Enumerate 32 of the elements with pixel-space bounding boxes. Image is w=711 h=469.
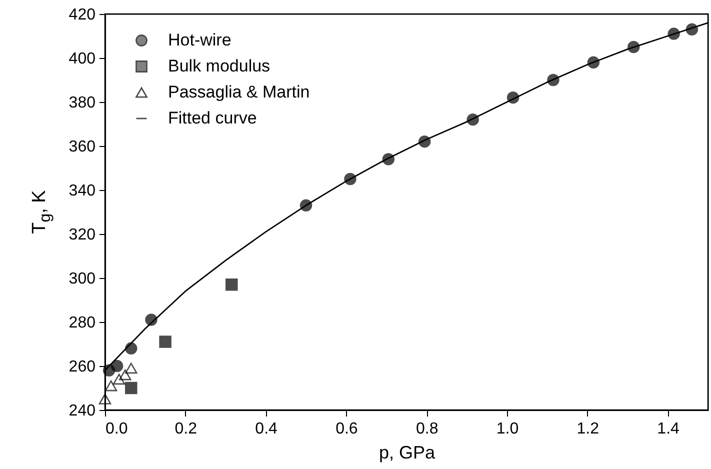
x-tick-label: 1.4 — [657, 420, 680, 438]
legend-label: Fitted curve — [168, 108, 257, 128]
y-tick-label: 280 — [68, 314, 96, 332]
point — [226, 278, 238, 291]
point — [118, 369, 132, 380]
y-tick-label: 400 — [68, 50, 96, 68]
legend-label: Bulk modulus — [168, 56, 270, 76]
point — [104, 380, 118, 392]
x-tick-label: 0.6 — [336, 420, 358, 438]
y-tick-label: 360 — [68, 138, 96, 156]
point — [125, 362, 138, 374]
x-tick-label: 1.0 — [496, 420, 519, 438]
x-tick-label: 0.8 — [416, 420, 438, 438]
point — [110, 360, 124, 372]
point — [125, 382, 138, 394]
y-tick-label: 240 — [68, 402, 96, 420]
legend-label: Hot-wire — [168, 30, 232, 50]
x-axis-title: p, GPa — [378, 442, 436, 462]
x-tick-label: 0.0 — [106, 420, 128, 438]
legend-label: Passaglia & Martin — [168, 82, 310, 102]
y-tick-label: 300 — [68, 270, 96, 288]
y-tick-label: 260 — [68, 358, 96, 376]
y-tick-label: 320 — [68, 226, 96, 244]
point — [159, 336, 172, 348]
point — [112, 374, 126, 385]
x-tick-label: 1.2 — [576, 420, 600, 438]
x-tick-label: 0.2 — [174, 420, 198, 438]
y-tick-label: 340 — [68, 182, 96, 200]
point — [98, 394, 112, 404]
y-tick-label: 380 — [68, 94, 96, 112]
y-tick-label: 420 — [68, 6, 96, 24]
x-tick-label: 0.4 — [255, 420, 278, 438]
